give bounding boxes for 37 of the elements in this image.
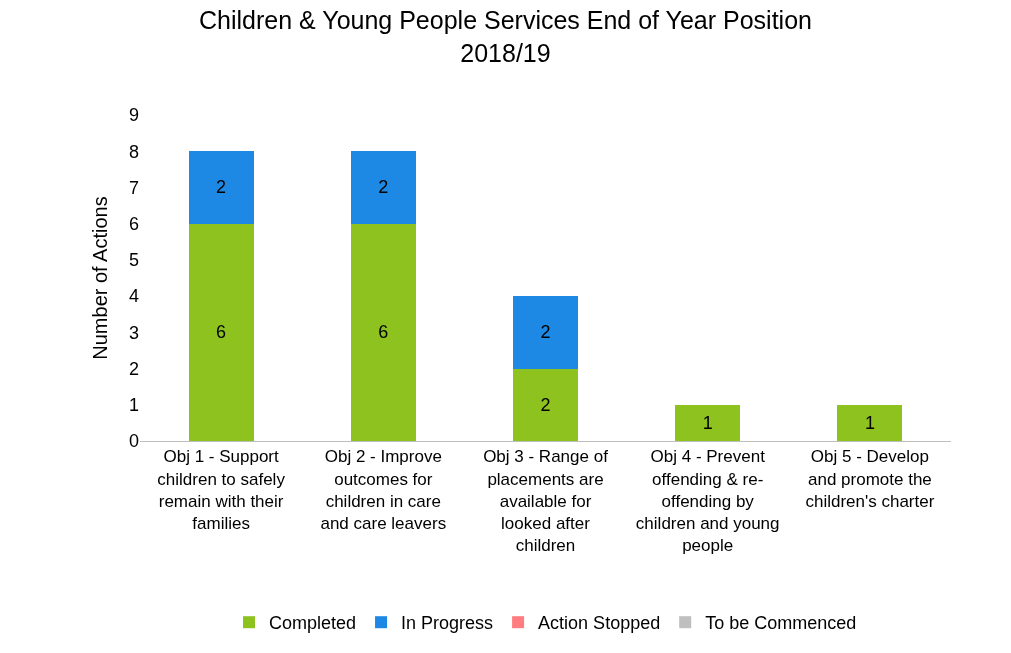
x-tick-label: Obj 2 - Improve outcomes for children in care and care leavers	[320, 447, 447, 533]
x-tick-label: Obj 1 - Support children to safely remain with their families	[157, 447, 286, 533]
legend-label: Action Stopped	[538, 613, 661, 634]
data-label: 6	[378, 322, 389, 343]
data-label: 1	[702, 412, 713, 433]
y-tick-label: 1	[128, 395, 139, 416]
data-label: 2	[540, 394, 551, 415]
bar	[350, 151, 416, 224]
bar	[188, 151, 254, 224]
bar	[350, 223, 416, 441]
data-label: 2	[216, 177, 227, 198]
legend-label: To be Commenced	[705, 613, 857, 634]
data-label: 1	[864, 412, 875, 433]
data-label: 2	[540, 322, 551, 343]
y-tick-label: 4	[128, 286, 139, 307]
y-tick-label: 3	[128, 322, 139, 343]
bar	[675, 404, 741, 441]
x-tick-label: Obj 4 - Prevent offending & re-offending by children and young people	[635, 447, 780, 555]
y-tick-label: 8	[128, 141, 139, 162]
data-label: 2	[378, 177, 389, 198]
y-axis-title: Number of Actions	[89, 196, 112, 360]
bar	[513, 296, 578, 369]
y-tick-label: 2	[128, 358, 139, 379]
y-tick-label: 0	[128, 431, 139, 452]
x-tick-label: Obj 3 - Range of placements are available for looked after children	[483, 447, 609, 555]
legend-label: Completed	[269, 613, 357, 634]
y-tick-label: 6	[128, 213, 139, 234]
bar	[513, 368, 578, 441]
y-tick-label: 9	[128, 105, 139, 126]
y-tick-label: 7	[128, 177, 139, 198]
bar	[837, 404, 903, 441]
data-label: 6	[216, 322, 227, 343]
y-tick-label: 5	[128, 250, 139, 271]
chart-title: Children & Young People Services End of Year Position 2018/19	[199, 6, 812, 67]
x-tick-label: Obj 5 - Develop and promote the children's charter	[805, 447, 935, 511]
legend-label: In Progress	[401, 613, 494, 634]
bar	[188, 223, 254, 441]
